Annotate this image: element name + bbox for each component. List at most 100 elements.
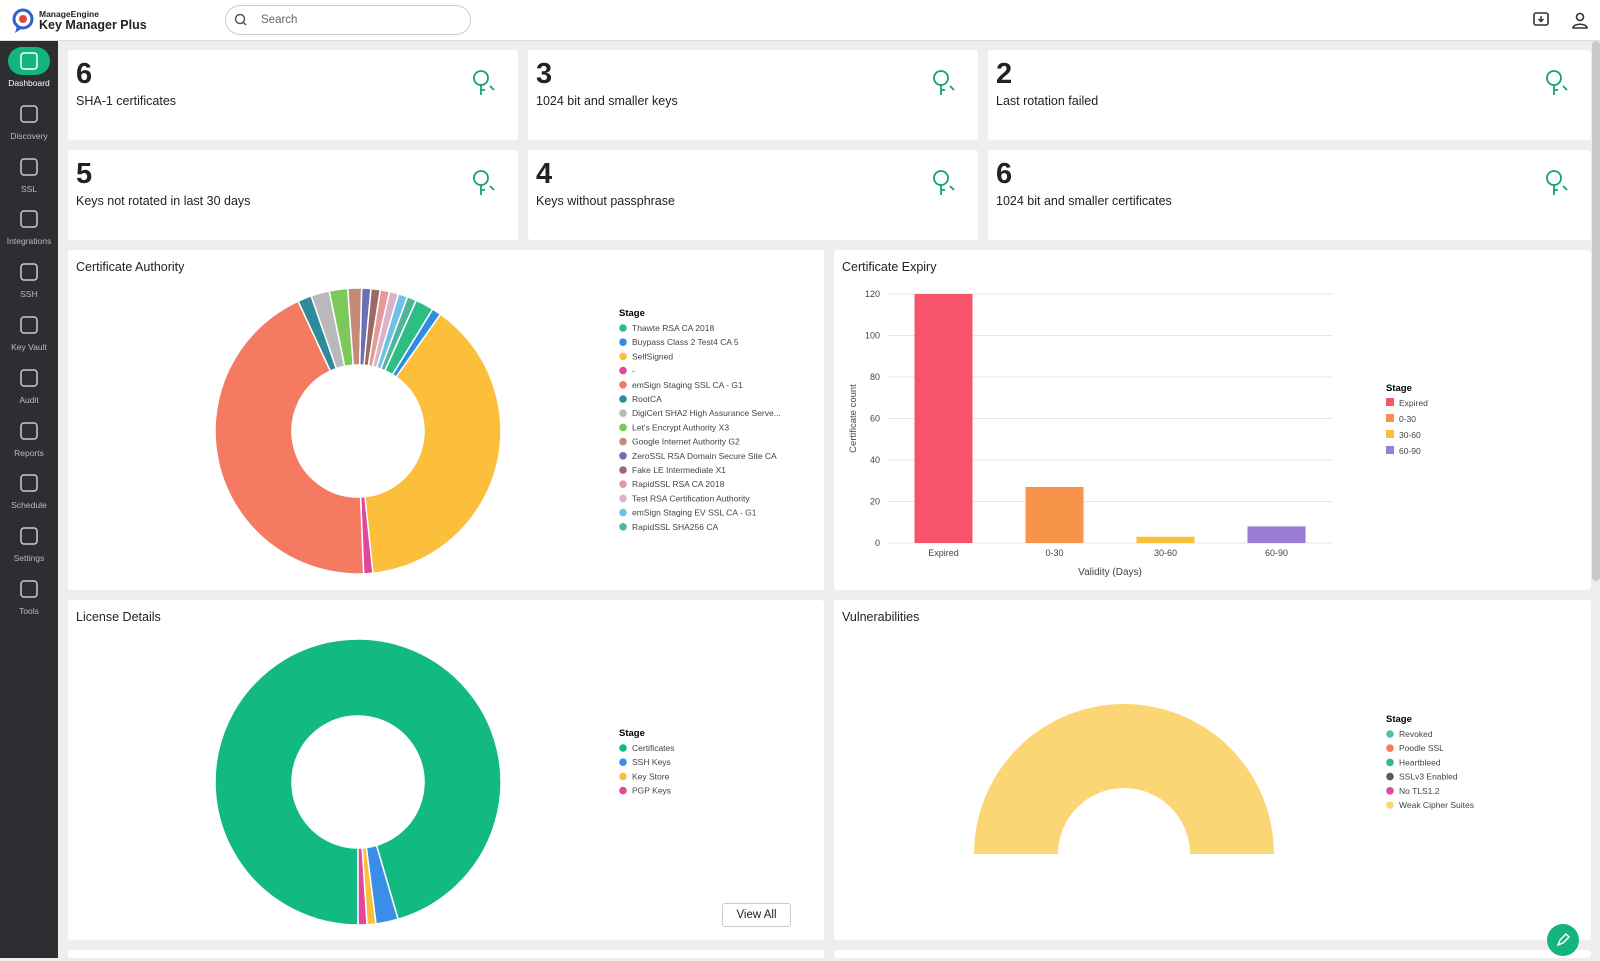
legend-label[interactable]: 30-60 — [1399, 430, 1421, 440]
legend-label[interactable]: SSH Keys — [632, 757, 671, 767]
panel: Certificate Expiry 0 20 40 60 80 100 120 Expire… — [834, 250, 1591, 590]
nav-item[interactable]: Tools — [0, 575, 58, 623]
legend-label[interactable]: DigiCert SHA2 High Assurance Serve... — [632, 408, 781, 418]
legend-label[interactable]: RootCA — [632, 394, 662, 404]
legend-title: Stage — [1386, 383, 1412, 394]
legend-label[interactable]: Let's Encrypt Authority X3 — [632, 422, 729, 432]
icon-shape — [940, 85, 955, 95]
slice[interactable] — [379, 295, 418, 372]
legend-label[interactable]: Expired — [1399, 398, 1428, 408]
icon-shape — [20, 527, 38, 545]
nav-item[interactable]: Dashboard — [0, 47, 58, 95]
legend-label[interactable]: Thawte RSA CA 2018 — [632, 323, 714, 333]
card-icon — [473, 170, 495, 195]
legend-marker — [1386, 430, 1394, 438]
legend-label[interactable]: ZeroSSL RSA Domain Secure Site CA — [632, 451, 777, 461]
view-all-button[interactable]: View All — [722, 903, 791, 927]
nav-item[interactable]: Discovery — [0, 100, 58, 148]
chart: 0 20 40 60 80 100 120 Expired 0-30 30-60 60-90 Vali… — [848, 289, 1428, 578]
nav-item[interactable]: Key Vault — [0, 311, 58, 359]
legend-label[interactable]: Buypass Class 2 Test4 CA 5 — [632, 337, 739, 347]
legend-label[interactable]: SelfSigned — [632, 351, 673, 361]
legend-marker — [619, 508, 627, 517]
stat-value: 6 — [996, 158, 1013, 190]
legend-marker — [619, 324, 627, 332]
slice[interactable] — [214, 638, 502, 926]
legend-label[interactable]: RapidSSL SHA256 CA — [632, 522, 718, 532]
logo — [12, 8, 34, 33]
slice[interactable] — [364, 313, 502, 575]
legend-marker — [1386, 801, 1394, 809]
legend-label[interactable]: Test RSA Certification Authority — [632, 493, 750, 503]
legend-marker — [1386, 772, 1394, 781]
nav-label: Reports — [14, 447, 44, 458]
slice[interactable] — [357, 847, 368, 926]
legend-marker — [1386, 398, 1394, 406]
x-axis-label: Validity (Days) — [1078, 567, 1142, 578]
legend-label[interactable]: Poodle SSL — [1399, 743, 1444, 753]
icon-shape — [1553, 185, 1568, 195]
stat-card[interactable]: 6 1024 bit and smaller certificates — [988, 150, 1591, 240]
y-tick-label: 0 — [875, 538, 880, 548]
y-tick-label: 120 — [865, 289, 880, 299]
nav-item[interactable]: Schedule — [0, 469, 58, 517]
stat-value: 2 — [996, 58, 1013, 90]
notification-icon[interactable] — [1532, 11, 1550, 29]
legend-label[interactable]: No TLS1.2 — [1399, 786, 1440, 796]
icon-shape — [20, 263, 38, 281]
legend-label[interactable]: Revoked — [1399, 729, 1433, 739]
legend-label[interactable]: Heartbleed — [1399, 757, 1441, 767]
legend-label[interactable]: emSign Staging EV SSL CA - G1 — [632, 508, 757, 518]
nav-item[interactable]: Settings — [0, 522, 58, 570]
edit-fab[interactable] — [1547, 924, 1579, 956]
nav-item[interactable]: SSL — [0, 153, 58, 201]
search-box[interactable]: Search — [225, 5, 471, 35]
legend-label[interactable]: Fake LE Intermediate X1 — [632, 465, 726, 475]
stat-card[interactable]: 4 Keys without passphrase — [528, 150, 978, 240]
stat-card[interactable]: 5 Keys not rotated in last 30 days — [68, 150, 518, 240]
stat-label: SHA-1 certificates — [76, 94, 177, 108]
bar[interactable] — [1247, 526, 1306, 543]
chart: Stage Revoked Poodle SSL Heartbleed SSLv3 En… — [974, 704, 1474, 854]
slice[interactable] — [974, 704, 1274, 854]
legend-label[interactable]: emSign Staging SSL CA - G1 — [632, 380, 743, 390]
nav-item[interactable]: SSH — [0, 258, 58, 306]
scrollbar[interactable] — [1592, 41, 1600, 581]
legend-label[interactable]: Weak Cipher Suites — [1399, 800, 1474, 810]
nav-icon — [20, 369, 38, 387]
legend-label[interactable]: 60-90 — [1399, 446, 1421, 456]
stat-label: Keys not rotated in last 30 days — [76, 194, 251, 208]
legend-label[interactable]: RapidSSL RSA CA 2018 — [632, 479, 725, 489]
legend-marker — [619, 744, 627, 752]
legend-label[interactable]: 0-30 — [1399, 414, 1416, 424]
legend-label[interactable]: Google Internet Authority G2 — [632, 437, 740, 447]
legend-marker — [1386, 730, 1394, 738]
x-tick-label: Expired — [928, 548, 959, 558]
legend-label[interactable]: PGP Keys — [632, 786, 671, 796]
nav-label: Settings — [13, 553, 45, 564]
y-tick-label: 20 — [870, 497, 880, 507]
stat-card[interactable]: 3 1024 bit and smaller keys — [528, 50, 978, 140]
stat-value: 6 — [76, 58, 93, 90]
card-icon — [1546, 170, 1568, 195]
panel: Vulnerabilities Stage Revoked Poodle SSL He… — [834, 600, 1591, 940]
bar[interactable] — [1025, 486, 1084, 543]
legend-label[interactable]: Key Store — [632, 771, 670, 781]
user-icon[interactable] — [1571, 11, 1589, 29]
panel: License Details Stage Certificates SSH Key… — [68, 600, 824, 940]
legend-label[interactable]: Certificates — [632, 743, 675, 753]
stat-card[interactable]: 6 SHA-1 certificates — [68, 50, 518, 140]
search-icon — [234, 13, 247, 26]
bar[interactable] — [914, 294, 973, 543]
stat-card[interactable]: 2 Last rotation failed — [988, 50, 1591, 140]
icon-shape — [480, 85, 495, 95]
legend-marker — [619, 758, 627, 766]
nav-item[interactable]: Audit — [0, 364, 58, 412]
nav-item[interactable]: Reports — [0, 417, 58, 465]
icon-shape — [20, 369, 38, 387]
legend-label[interactable]: - — [632, 366, 635, 376]
slice[interactable] — [214, 300, 365, 575]
bar[interactable] — [1136, 536, 1195, 543]
legend-label[interactable]: SSLv3 Enabled — [1399, 772, 1458, 782]
nav-item[interactable]: Integrations — [0, 205, 58, 253]
